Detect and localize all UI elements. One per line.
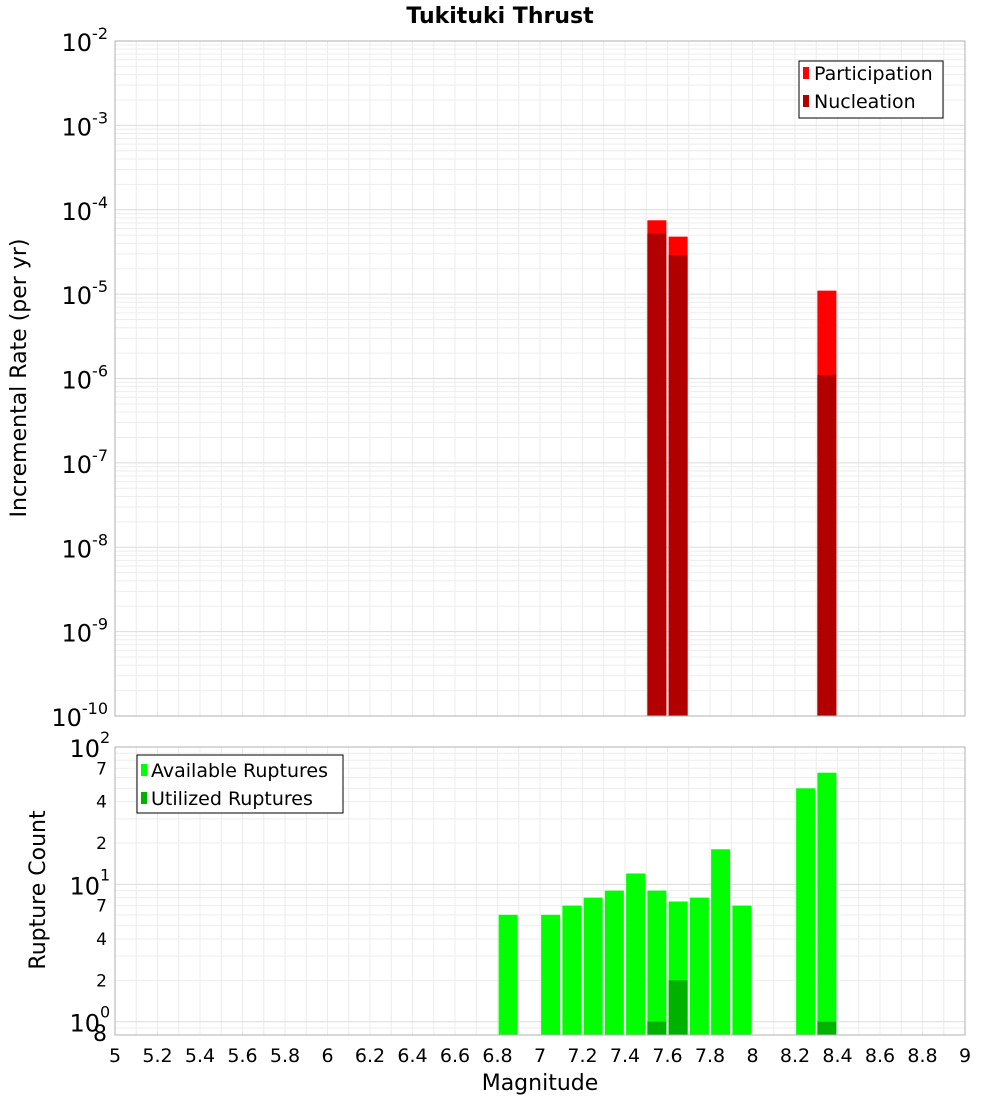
x-tick-label: 7.6 xyxy=(652,1045,682,1067)
plot-frame xyxy=(114,40,966,717)
bar-available-ruptures xyxy=(626,873,646,1035)
chart-title: Tukituki Thrust xyxy=(406,4,594,29)
legend-box xyxy=(798,60,944,119)
y-decade-exponent: 1 xyxy=(100,865,110,884)
legend-label: Nucleation xyxy=(814,91,916,113)
y-tick-label: 10-6 xyxy=(62,362,109,395)
bar-available-ruptures xyxy=(732,905,752,1035)
y-tick-label: 10-10 xyxy=(51,699,108,732)
x-tick-label: 6.4 xyxy=(397,1045,427,1067)
bar-available-ruptures xyxy=(817,772,837,1035)
legend-swatch xyxy=(803,67,809,79)
bar-nucleation xyxy=(647,233,667,716)
bar-available-ruptures xyxy=(562,905,582,1035)
x-axis-label: Magnitude xyxy=(482,1071,599,1096)
x-tick-label: 8.2 xyxy=(780,1045,810,1067)
bar-utilized-ruptures xyxy=(817,1021,837,1035)
bar-utilized-ruptures xyxy=(668,980,688,1035)
plot-frame xyxy=(114,746,966,1036)
x-tick-label: 6.6 xyxy=(440,1045,470,1067)
x-tick-label: 5.2 xyxy=(142,1045,172,1067)
y-tick-label: 7 xyxy=(96,759,107,779)
legend-label: Participation xyxy=(814,63,933,85)
x-tick-label: 7.4 xyxy=(610,1045,640,1067)
bar-available-ruptures xyxy=(498,914,518,1035)
y-tick-label: 10-4 xyxy=(62,193,109,226)
bar-available-ruptures xyxy=(711,849,731,1035)
x-tick-label: 7.8 xyxy=(695,1045,725,1067)
y-tick-label: 2 xyxy=(96,834,107,854)
bar-available-ruptures xyxy=(647,890,667,1035)
x-tick-label: 6 xyxy=(321,1045,333,1067)
y-decade-label: 10 xyxy=(69,735,100,763)
legend-box xyxy=(136,754,344,814)
legend-label: Utilized Ruptures xyxy=(151,788,313,810)
x-tick-label: 7 xyxy=(534,1045,546,1067)
x-tick-label: 8.6 xyxy=(865,1045,895,1067)
bar-available-ruptures xyxy=(604,890,624,1035)
bar-available-ruptures xyxy=(796,788,816,1035)
x-tick-label: 5.4 xyxy=(185,1045,215,1067)
y-decade-exponent: 2 xyxy=(100,728,110,747)
legend-label: Available Ruptures xyxy=(151,760,328,782)
bar-available-ruptures xyxy=(583,897,603,1035)
top-y-axis-label: Incremental Rate (per yr) xyxy=(7,239,32,518)
y-tick-label: 10-2 xyxy=(62,24,109,57)
y-decade-label: 10 xyxy=(69,1010,100,1038)
legend-swatch xyxy=(141,764,147,776)
y-tick-label: 10-3 xyxy=(62,108,109,141)
y-tick-label: 8 xyxy=(93,1022,107,1047)
rate-plot: 10-10 10-9 10-8 10-7 10-6 10-5 10-4 10-3 10-2 Par… xyxy=(51,24,966,732)
y-tick-label: 2 xyxy=(96,971,107,991)
y-tick-label: 10-5 xyxy=(62,277,109,310)
bar-available-ruptures xyxy=(689,897,709,1035)
x-tick-label: 5 xyxy=(109,1045,121,1067)
y-tick-label: 4 xyxy=(96,793,107,813)
legend-swatch xyxy=(141,792,147,804)
x-tick-label: 8.4 xyxy=(822,1045,852,1067)
y-decade-label: 10 xyxy=(69,872,100,900)
x-tick-label: 8 xyxy=(746,1045,758,1067)
bar-available-ruptures xyxy=(541,914,561,1035)
x-tick-label: 6.8 xyxy=(482,1045,512,1067)
y-tick-label: 10-9 xyxy=(62,615,109,648)
bar-nucleation xyxy=(817,375,837,716)
y-decade-exponent: 0 xyxy=(100,1003,110,1022)
bottom-y-axis-label: Rupture Count xyxy=(26,810,51,970)
y-tick-label: 10-8 xyxy=(62,530,109,563)
x-tick-label: 9 xyxy=(959,1045,971,1067)
legend-ruptures: Available Ruptures Utilized Ruptures xyxy=(136,754,344,814)
x-tick-label: 5.6 xyxy=(227,1045,257,1067)
y-tick-label: 7 xyxy=(96,897,107,917)
bar-nucleation xyxy=(668,255,688,716)
legend-swatch xyxy=(803,95,809,107)
x-tick-label: 5.8 xyxy=(270,1045,300,1067)
legend-rate: Participation Nucleation xyxy=(798,60,944,119)
x-tick-label: 8.8 xyxy=(907,1045,937,1067)
y-tick-label: 10-7 xyxy=(62,446,109,479)
bar-utilized-ruptures xyxy=(647,1021,667,1035)
y-tick-label: 4 xyxy=(96,930,107,950)
x-tick-label: 6.2 xyxy=(355,1045,385,1067)
x-tick-label: 7.2 xyxy=(567,1045,597,1067)
